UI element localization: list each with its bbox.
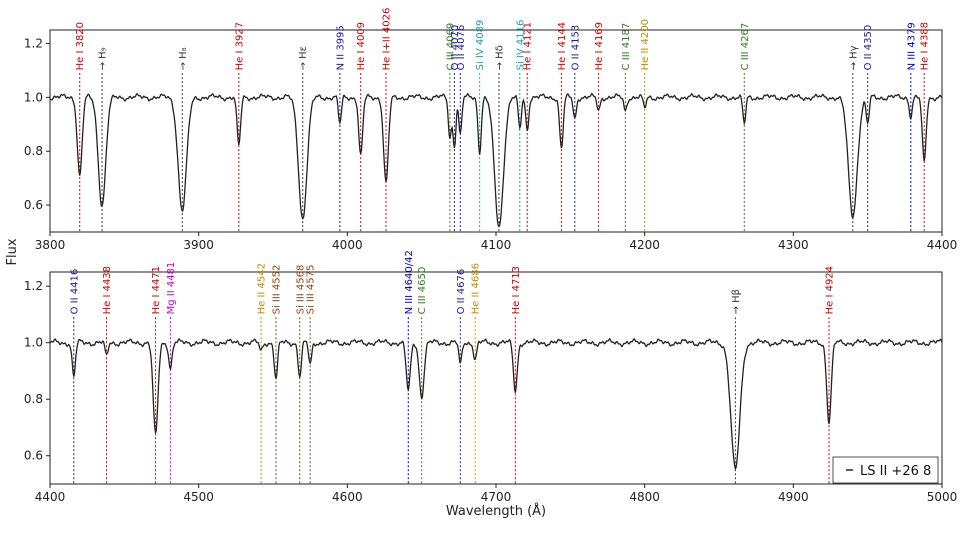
line-label: He I 4388 [920,22,931,70]
x-tick-label: 4000 [332,238,363,252]
line-label: He I 4471 [151,266,162,314]
line-label: He I 4169 [594,22,605,70]
line-label: → Hδ [494,45,505,70]
x-tick-label: 4300 [778,238,809,252]
y-tick-label: 0.8 [24,392,43,406]
x-tick-label: 4700 [481,490,512,504]
line-label: → H₉ [98,47,109,70]
line-label: He I 4144 [557,22,568,70]
x-tick-label: 4200 [629,238,660,252]
line-label: Mg II 4481 [166,262,177,315]
line-label: He I 4009 [356,22,367,70]
line-label: He II 4542 [257,263,268,314]
line-label: O II 4153 [570,25,581,71]
line-label: → H₈ [178,47,189,70]
x-tick-label: 4600 [332,490,363,504]
line-label: He I 4713 [511,266,522,314]
line-label: C III 4650 [417,267,428,315]
axes-frame [49,271,943,485]
y-tick-label: 0.6 [24,198,43,212]
line-label: He I 3927 [234,22,245,70]
line-label: He I 4438 [102,266,113,314]
line-label: Si III 4552 [271,265,282,315]
line-label: He I 4924 [825,266,836,314]
x-tick-label: 4800 [629,490,660,504]
y-tick-label: 1.2 [24,36,43,50]
line-label: N II 3995 [335,25,346,70]
line-label: C III 4267 [740,23,751,71]
line-label: O II 4076 [456,25,467,71]
x-tick-label: 4100 [481,238,512,252]
y-tick-label: 1.0 [24,336,43,350]
x-tick-label: 5000 [927,490,958,504]
line-label: C III 4187 [621,23,632,71]
x-tick-label: 4900 [778,490,809,504]
x-tick-label: 4400 [927,238,958,252]
x-tick-label: 3900 [183,238,214,252]
line-label: O II 4416 [69,269,80,315]
upper-panel: 3800 3900 4000 4100 4200 4300 4400 0.6 0.8 1.0 1.2… [24,8,957,252]
x-tick-label: 4400 [35,490,66,504]
line-label: He I+II 4026 [381,8,392,71]
line-label: Si III 4568 [295,265,306,315]
x-tick-label: 3800 [35,238,66,252]
line-label: He II 4686 [471,263,482,314]
line-label: N III 4640/42 [404,250,415,314]
line-label: He I 3820 [75,22,86,70]
y-tick-label: 0.8 [24,144,43,158]
y-tick-label: 0.6 [24,449,43,463]
legend-label: LS II +26 8 [860,464,931,479]
x-axis-label: Wavelength (Å) [446,503,546,519]
line-label: Si IV 4089 [475,20,486,71]
y-axis-label: Flux [5,238,20,265]
spectrum-line [50,92,942,228]
y-tick-label: 1.2 [24,279,43,293]
lower-panel: 4400 4500 4600 4700 4800 4900 5000 0.6 0.8 1.0 1.2… [24,250,957,504]
line-label: O II 4070 [450,25,461,71]
x-tick-label: 4500 [183,490,214,504]
line-label: → Hγ [848,45,859,70]
spectrum-line [50,337,942,471]
line-label: → Hβ [731,289,742,314]
line-label: Si IV 4116 [515,20,526,71]
line-label: N III 4379 [906,22,917,70]
line-label: C III 4069 [445,23,456,71]
y-tick-label: 1.0 [24,90,43,104]
line-label: Si III 4575 [306,265,317,315]
line-label: He II 4200 [640,19,651,70]
line-label: → Hε [298,46,309,70]
line-label: He I 4121 [523,22,534,70]
line-label: O II 4350 [863,25,874,71]
legend: LS II +26 8 [832,456,939,484]
line-label: O II 4676 [456,269,467,315]
